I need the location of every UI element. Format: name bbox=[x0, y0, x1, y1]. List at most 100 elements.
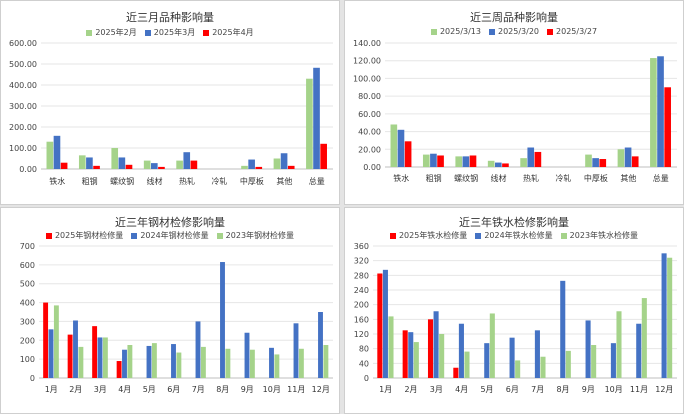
x-tick-label: 4月 bbox=[455, 385, 468, 394]
x-tick-label: 线材 bbox=[491, 173, 507, 183]
legend-item: 2024年钢材检修量 bbox=[131, 230, 209, 241]
legend-swatch bbox=[131, 232, 138, 239]
bar bbox=[249, 349, 255, 378]
chart-plot: 0 100 200 300 400 500 600 700 1月 2月 3月 4月 5月 6月 7月 8月 9月… bbox=[20, 242, 333, 394]
legend-swatch bbox=[203, 29, 210, 36]
x-tick-label: 中厚板 bbox=[584, 173, 608, 183]
x-tick-label: 7月 bbox=[531, 385, 544, 394]
y-tick-label: 60.00 bbox=[358, 110, 381, 119]
y-tick-label: 320 bbox=[354, 257, 369, 266]
bar bbox=[404, 141, 412, 167]
bar bbox=[540, 356, 546, 378]
bar bbox=[248, 159, 255, 169]
bar bbox=[489, 313, 495, 378]
chart-panel-monthly-variety: 近三月品种影响量 2025年2月 2025年3月 2025年4月 0.00 100… bbox=[0, 0, 340, 205]
x-tick-label: 6月 bbox=[506, 385, 519, 394]
legend-label: 2025年铁水检修量 bbox=[398, 231, 468, 240]
x-tick-label: 总量 bbox=[309, 176, 325, 186]
bar bbox=[293, 323, 299, 378]
bar bbox=[390, 124, 398, 167]
y-tick-label: 200.00 bbox=[9, 123, 37, 132]
chart-panel-steel-maintenance: 近三年钢材检修影响量 2025年钢材检修量 2024年钢材检修量 2023年钢材… bbox=[0, 207, 340, 414]
chart-panel-iron-maintenance: 近三年铁水检修影响量 2025年铁水检修量 2024年铁水检修量 2023年铁水… bbox=[344, 207, 684, 414]
legend-swatch bbox=[547, 28, 554, 35]
y-tick-label: 100.00 bbox=[9, 144, 37, 153]
bar bbox=[280, 153, 288, 169]
bar bbox=[78, 346, 84, 378]
bar bbox=[118, 157, 126, 169]
bar bbox=[397, 129, 405, 167]
bar bbox=[382, 269, 388, 378]
legend-item: 2025/3/13 bbox=[430, 27, 481, 36]
legend-item: 2025年铁水检修量 bbox=[389, 230, 468, 241]
legend-label: 2025/3/27 bbox=[556, 27, 598, 36]
bar bbox=[73, 320, 78, 378]
bar bbox=[388, 316, 394, 378]
x-tick-label: 1月 bbox=[379, 385, 392, 394]
legend-item: 2023年钢材检修量 bbox=[216, 230, 294, 241]
x-tick-label: 粗钢 bbox=[82, 176, 98, 186]
x-tick-label: 2月 bbox=[404, 385, 417, 394]
chart-legend: 2025年铁水检修量 2024年铁水检修量 2023年铁水检修量 bbox=[345, 230, 683, 241]
y-tick-label: 0 bbox=[364, 374, 369, 383]
bar bbox=[111, 148, 119, 169]
y-tick-label: 300 bbox=[20, 317, 35, 326]
legend-swatch bbox=[86, 29, 93, 36]
bar bbox=[453, 367, 459, 378]
bar bbox=[176, 352, 182, 378]
bar bbox=[560, 280, 566, 378]
legend-swatch bbox=[389, 232, 396, 239]
x-tick-label: 螺纹钢 bbox=[454, 173, 478, 183]
y-tick-label: 40.00 bbox=[358, 128, 381, 137]
bar bbox=[255, 166, 263, 169]
chart-plot: 0.00 100.00 200.00 300.00 400.00 500.00 600.00… bbox=[9, 39, 333, 186]
legend-label: 2024年铁水检修量 bbox=[484, 231, 553, 240]
bar bbox=[636, 323, 642, 378]
bar bbox=[661, 253, 667, 378]
legend-item: 2023年铁水检修量 bbox=[560, 230, 638, 241]
bar bbox=[413, 342, 419, 378]
bar bbox=[437, 155, 444, 167]
x-tick-label: 线材 bbox=[147, 176, 163, 186]
bar bbox=[97, 337, 103, 378]
y-tick-label: 500 bbox=[20, 280, 35, 289]
x-tick-label: 10月 bbox=[263, 385, 281, 394]
y-tick-label: 80.00 bbox=[358, 92, 381, 101]
bar bbox=[306, 78, 313, 169]
y-tick-label: 300.00 bbox=[9, 102, 37, 111]
bar bbox=[455, 156, 463, 167]
bar bbox=[158, 166, 165, 169]
x-tick-label: 9月 bbox=[241, 385, 254, 394]
y-tick-label: 80 bbox=[359, 345, 369, 354]
legend-item: 2025年4月 bbox=[203, 27, 254, 38]
bar bbox=[484, 343, 490, 378]
bar bbox=[176, 160, 183, 169]
bar bbox=[273, 158, 281, 169]
bar bbox=[225, 348, 231, 378]
bar bbox=[320, 143, 327, 169]
legend-label: 2025年2月 bbox=[95, 28, 137, 37]
chart-title: 近三年钢材检修影响量 bbox=[115, 216, 225, 229]
legend-swatch bbox=[560, 232, 567, 239]
legend-label: 2025年4月 bbox=[212, 28, 254, 37]
bar bbox=[422, 154, 430, 167]
bar bbox=[150, 163, 158, 169]
y-tick-label: 700 bbox=[20, 242, 35, 251]
bar bbox=[377, 273, 383, 378]
bar bbox=[631, 156, 639, 167]
legend-item: 2025年2月 bbox=[86, 27, 137, 38]
bar bbox=[46, 141, 54, 169]
bar bbox=[469, 155, 477, 167]
bar bbox=[534, 151, 542, 167]
bar bbox=[408, 332, 414, 378]
x-tick-label: 其他 bbox=[276, 176, 292, 186]
x-tick-label: 4月 bbox=[118, 385, 131, 394]
bar bbox=[520, 158, 527, 167]
bar bbox=[502, 163, 509, 167]
bar bbox=[430, 153, 437, 167]
x-tick-label: 8月 bbox=[216, 385, 229, 394]
y-tick-label: 600.00 bbox=[9, 39, 37, 48]
bar bbox=[464, 351, 470, 378]
bar bbox=[650, 58, 657, 167]
y-tick-label: 100.00 bbox=[353, 74, 381, 83]
